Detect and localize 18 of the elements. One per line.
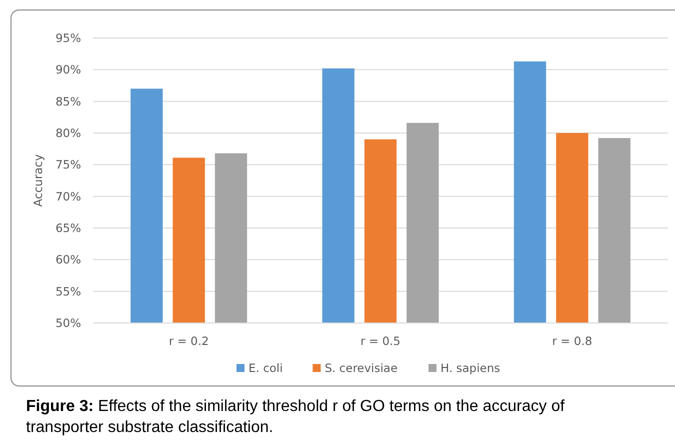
y-tick-label: 95% bbox=[55, 31, 82, 46]
x-tick-label: r = 0.2 bbox=[168, 334, 209, 348]
y-tick-label: 90% bbox=[55, 62, 82, 77]
y-tick-label: 85% bbox=[55, 94, 82, 108]
caption: Figure 3: Effects of the similarity threshold r of GO terms on the accuracy of transporter substrate classification. bbox=[26, 398, 566, 436]
y-tick-label: 60% bbox=[55, 252, 82, 267]
y-tick-label: 70% bbox=[55, 189, 82, 204]
y-tick-label: 65% bbox=[55, 221, 82, 236]
x-tick-label: r = 0.5 bbox=[360, 334, 400, 348]
y-tick-label: 55% bbox=[55, 284, 82, 298]
y-axis-title: Accuracy bbox=[31, 154, 45, 207]
y-tick-label: 50% bbox=[55, 316, 82, 330]
y-tick-label: 80% bbox=[55, 126, 82, 140]
y-tick-label: 75% bbox=[55, 158, 82, 172]
legend-label: E. coli bbox=[248, 361, 283, 375]
legend-label: H. sapiens bbox=[440, 361, 500, 375]
legend-label: S. cerevisiae bbox=[324, 361, 398, 375]
x-tick-label: r = 0.8 bbox=[552, 334, 592, 348]
